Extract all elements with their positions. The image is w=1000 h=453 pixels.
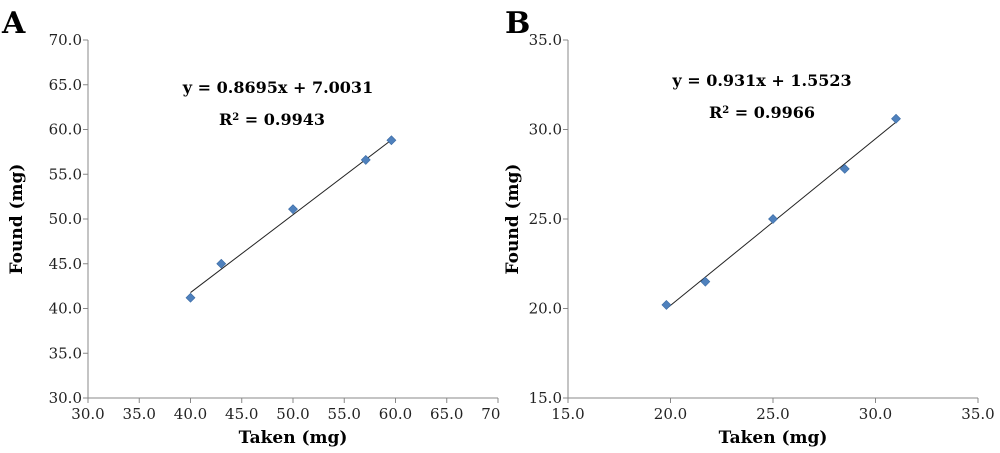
data-point: [360, 155, 371, 165]
y-tick-label: 55.0: [49, 165, 82, 183]
y-tick-label: 35.0: [529, 31, 562, 49]
x-tick-label: 60.0: [379, 405, 412, 423]
y-tick-label: 70.0: [49, 31, 82, 49]
x-axis-title: Taken (mg): [239, 428, 348, 448]
data-point: [768, 214, 778, 224]
x-tick-label: 25.0: [756, 405, 789, 423]
data-point: [288, 204, 298, 215]
scatter-chart-b: B 15.0 20.0 25.0 30.0 35.0 15.0 20.0 25.0 30.0 35.…: [503, 6, 995, 448]
x-tick-label: 35.0: [123, 405, 156, 423]
data-point: [839, 163, 850, 174]
y-tick-label: 40.0: [49, 300, 82, 318]
data-point: [700, 276, 711, 287]
x-tick-label: 40.0: [174, 405, 207, 423]
x-tick-label: 35.0: [961, 405, 994, 423]
y-tick-label: 20.0: [529, 300, 562, 318]
r-squared-label: R2 = 0.9966: [709, 103, 815, 122]
superscript-two: 2: [722, 105, 729, 116]
y-tick-label: 35.0: [49, 344, 82, 362]
y-tick-label: 30.0: [529, 121, 562, 139]
y-axis-title: Found (mg): [7, 164, 27, 275]
y-tick-label: 15.0: [529, 389, 562, 407]
y-tick-label: 45.0: [49, 255, 82, 273]
chart-panel-b: B 15.0 20.0 25.0 30.0 35.0 15.0 20.0 25.0 30.0 35.…: [500, 0, 1000, 449]
x-axis-title: Taken (mg): [719, 428, 828, 448]
x-tick-label: 65.0: [430, 405, 463, 423]
x-tick-label: 15.0: [551, 405, 584, 423]
data-point: [386, 135, 397, 146]
r-squared-prefix: R: [219, 110, 233, 129]
x-tick-label: 55.0: [328, 405, 361, 423]
trendline: [666, 121, 897, 310]
y-tick-label: 60.0: [49, 121, 82, 139]
scatter-chart-a: A 30.0 35.0 40.0 45.0 50.0 55.0 60.0 65.0 70.0 30.…: [1, 6, 515, 448]
r-squared-value: = 0.9943: [239, 110, 325, 129]
data-point: [891, 113, 901, 124]
y-axis-title: Found (mg): [503, 164, 523, 275]
data-point: [185, 292, 196, 303]
y-tick-label: 65.0: [49, 76, 82, 94]
x-tick-label: 45.0: [225, 405, 258, 423]
trendline-equation: y = 0.8695x + 7.0031: [182, 78, 373, 97]
x-tick-label: 50.0: [276, 405, 309, 423]
r-squared-label: R2 = 0.9943: [219, 110, 325, 129]
data-point: [661, 299, 672, 310]
trendline-equation: y = 0.931x + 1.5523: [671, 71, 851, 90]
r-squared-value: = 0.9966: [729, 103, 815, 122]
y-tick-label: 25.0: [529, 210, 562, 228]
chart-panel-a: A 30.0 35.0 40.0 45.0 50.0 55.0 60.0 65.0 70.0 30.…: [0, 0, 515, 449]
x-tick-label: 20.0: [654, 405, 687, 423]
superscript-two: 2: [232, 112, 239, 123]
x-tick-label: 30.0: [859, 405, 892, 423]
trendline: [190, 139, 392, 293]
data-point: [216, 258, 227, 269]
x-tick-label: 30.0: [71, 405, 104, 423]
y-tick-label: 50.0: [49, 210, 82, 228]
panel-label: A: [1, 6, 26, 41]
y-tick-label: 30.0: [49, 389, 82, 407]
r-squared-prefix: R: [709, 103, 723, 122]
x-tick-label: 70.0: [481, 405, 500, 423]
panel-label: B: [505, 6, 530, 41]
